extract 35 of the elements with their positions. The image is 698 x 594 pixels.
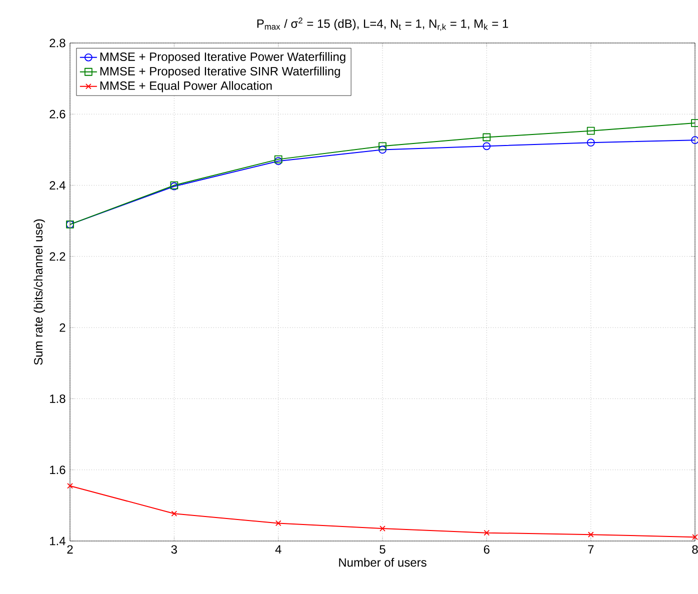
y-axis-title: Sum rate (bits/channel use) [34,219,45,365]
point [482,142,491,150]
y-tick-label: 2.8 [50,38,66,48]
point [275,520,282,526]
y-tick-label: 1.6 [50,466,66,474]
y-tick-label: 2 [60,323,66,332]
x-tick-label: 3 [171,545,177,554]
y-tick-label: 2.4 [50,181,66,190]
y-tick-label: 2.6 [50,110,66,118]
x-axis-title: Number of users [339,558,426,567]
point [378,142,386,150]
point [588,532,594,538]
point [691,136,698,144]
point [586,138,595,147]
point [378,146,386,154]
x-tick-label: 4 [275,545,282,554]
x-tick-label: 5 [380,545,386,554]
x-tick-label: 6 [484,545,490,554]
point [692,534,698,540]
y-tick-label: 1.4 [50,536,66,546]
point [482,133,491,142]
x-tick-label: 2 [67,545,73,554]
point [67,482,73,489]
chart-title: P$_{max}$ / σ$^{2}$ = 15 (dB), L=4, N$_{t}$ = 1, N$_{r,k}$ = 1, M$_{k}$ = 1 [257,18,508,31]
point [484,530,490,536]
y-tick-label: 1.8 [50,394,66,403]
point [380,526,386,532]
legend-label: MMSE + Equal Power Allocation [100,81,272,92]
point [586,126,595,135]
legend-label: MMSE + Proposed Iterative SINR Waterfilling [100,66,340,78]
x-tick-label: 8 [692,545,698,554]
legend-label: MMSE + Proposed Iterative Power Waterfilling [100,52,346,64]
x-tick-label: 7 [588,545,594,554]
point [171,510,178,517]
y-tick-label: 2.2 [50,252,66,261]
